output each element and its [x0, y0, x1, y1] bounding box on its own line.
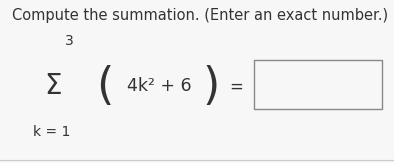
Text: 3: 3	[65, 34, 73, 48]
Text: k = 1: k = 1	[33, 125, 70, 139]
Text: 4k² + 6: 4k² + 6	[127, 77, 192, 95]
Text: ): )	[202, 65, 219, 108]
Text: =: =	[229, 77, 243, 95]
Text: (: (	[96, 65, 113, 108]
Text: Σ: Σ	[45, 72, 62, 100]
FancyBboxPatch shape	[254, 60, 382, 109]
Text: Compute the summation. (Enter an exact number.): Compute the summation. (Enter an exact n…	[12, 8, 388, 23]
